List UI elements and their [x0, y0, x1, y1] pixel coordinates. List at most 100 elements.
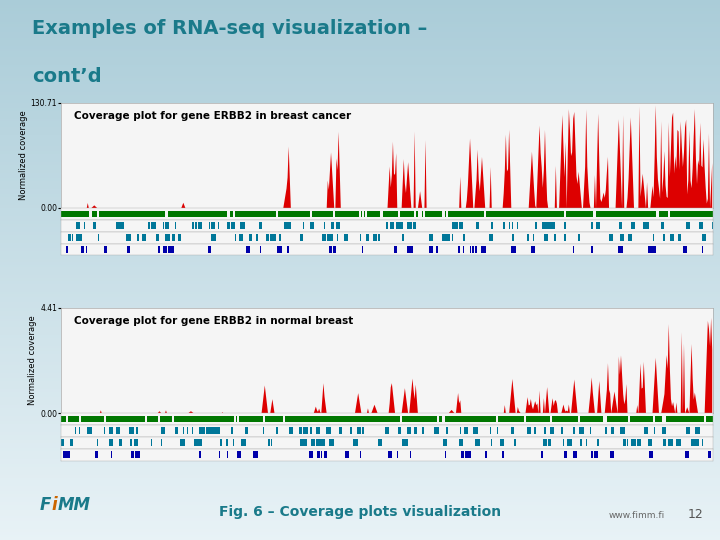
Bar — [0, 116, 720, 119]
Bar — [104, 246, 106, 253]
Bar — [0, 451, 720, 454]
Bar — [89, 208, 91, 220]
Bar — [0, 462, 720, 464]
Bar — [544, 222, 548, 230]
Bar — [0, 100, 720, 103]
Bar — [66, 413, 68, 425]
Bar — [0, 367, 720, 370]
Bar — [0, 486, 720, 489]
Bar — [134, 427, 135, 435]
Bar — [542, 427, 546, 435]
Bar — [66, 439, 68, 447]
Bar — [442, 208, 444, 220]
Bar — [0, 86, 720, 89]
Bar — [690, 246, 691, 253]
Bar — [206, 234, 210, 241]
Bar — [221, 439, 224, 447]
Bar — [639, 222, 643, 230]
Bar — [123, 427, 124, 435]
Bar — [544, 439, 546, 447]
Bar — [588, 451, 589, 458]
Text: F: F — [40, 496, 51, 514]
Bar — [484, 451, 486, 458]
Bar — [0, 273, 720, 275]
Bar — [0, 397, 720, 400]
Bar — [349, 451, 354, 458]
Bar — [0, 481, 720, 483]
Bar — [0, 122, 720, 124]
Bar — [0, 24, 720, 27]
Bar — [662, 427, 663, 435]
Bar — [0, 389, 720, 392]
Bar — [484, 246, 485, 253]
Bar — [522, 427, 524, 435]
Bar — [145, 222, 147, 230]
Bar — [489, 439, 492, 447]
Bar — [644, 439, 647, 447]
Bar — [501, 246, 505, 253]
Bar — [97, 208, 99, 220]
Bar — [621, 427, 624, 435]
Bar — [228, 427, 230, 435]
Bar — [197, 439, 199, 447]
Bar — [0, 505, 720, 508]
Bar — [0, 418, 720, 421]
Bar — [414, 208, 416, 220]
Bar — [228, 208, 230, 220]
Bar — [153, 439, 156, 447]
Bar — [106, 222, 109, 230]
Bar — [0, 143, 720, 146]
Bar — [0, 192, 720, 194]
Bar — [550, 222, 551, 230]
Bar — [0, 502, 720, 505]
Bar — [0, 130, 720, 132]
Bar — [264, 413, 266, 425]
Bar — [670, 222, 674, 230]
Bar — [215, 427, 220, 435]
Bar — [0, 289, 720, 292]
Bar — [171, 234, 172, 241]
Bar — [0, 351, 720, 354]
Bar — [0, 535, 720, 537]
Bar — [698, 234, 700, 241]
Bar — [566, 427, 570, 435]
Bar — [80, 439, 83, 447]
Bar — [392, 451, 397, 458]
Text: Fig. 6 – Coverage plots visualization: Fig. 6 – Coverage plots visualization — [219, 505, 501, 519]
Bar — [396, 222, 400, 230]
Bar — [0, 43, 720, 46]
Bar — [0, 213, 720, 216]
Bar — [487, 427, 490, 435]
Bar — [249, 234, 252, 241]
Bar — [641, 246, 642, 253]
Bar — [0, 232, 720, 235]
Bar — [634, 439, 636, 447]
Bar — [0, 440, 720, 443]
Bar — [365, 208, 367, 220]
Bar — [418, 451, 420, 458]
Bar — [239, 439, 241, 447]
Bar — [645, 427, 647, 435]
Bar — [0, 135, 720, 138]
Text: www.fimm.fi: www.fimm.fi — [608, 511, 665, 521]
Bar — [0, 254, 720, 256]
Bar — [0, 464, 720, 467]
Bar — [0, 157, 720, 159]
Bar — [535, 222, 537, 230]
Bar — [513, 246, 514, 253]
Bar — [346, 234, 348, 241]
Bar — [517, 439, 521, 447]
Bar — [683, 427, 685, 435]
Bar — [0, 491, 720, 494]
Bar — [0, 348, 720, 351]
Text: 12: 12 — [688, 508, 703, 522]
Bar — [392, 427, 396, 435]
Bar — [0, 424, 720, 427]
Bar — [587, 439, 590, 447]
Bar — [150, 427, 153, 435]
Bar — [286, 439, 289, 447]
Bar — [437, 413, 439, 425]
Bar — [0, 181, 720, 184]
Bar — [0, 435, 720, 437]
Bar — [504, 234, 506, 241]
